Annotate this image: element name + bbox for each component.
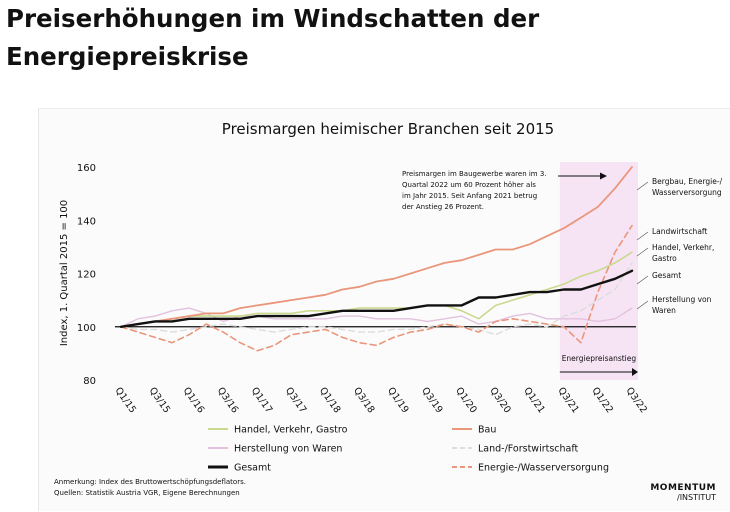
x-tick-label: Q1/20 bbox=[453, 385, 479, 415]
series-line-Bau bbox=[120, 166, 633, 328]
legend-label: Bau bbox=[478, 425, 496, 436]
series-line-Land-/Forstwirtschaft bbox=[120, 262, 633, 336]
x-tick-label: Q1/19 bbox=[385, 385, 411, 415]
legend-label: Energie-/Wasserversorgung bbox=[478, 463, 609, 474]
y-tick-label: 140 bbox=[77, 216, 96, 227]
y-tick-label: 100 bbox=[77, 323, 96, 334]
headline: Preiserhöhungen im Windschatten der Ener… bbox=[6, 0, 706, 76]
x-tick-label: Q3/18 bbox=[351, 385, 377, 415]
end-label-leader bbox=[636, 181, 649, 191]
end-label-leader bbox=[636, 300, 649, 310]
annotation-line: Quartal 2022 um 60 Prozent höher als bbox=[402, 181, 536, 189]
x-tick-label: Q1/18 bbox=[317, 385, 343, 415]
footnote: Quellen: Statistik Austria VGR, Eigene B… bbox=[54, 489, 240, 497]
annotation-line: der Anstieg 26 Prozent. bbox=[402, 203, 484, 211]
footnote: Anmerkung: Index des Bruttowertschöpfung… bbox=[54, 478, 246, 486]
series-line-Handel, Verkehr, Gastro bbox=[120, 251, 633, 328]
annotation-arrowhead bbox=[600, 172, 607, 180]
end-label: Bergbau, Energie-/ bbox=[652, 177, 723, 186]
y-tick-label: 120 bbox=[77, 270, 96, 281]
end-label: Waren bbox=[652, 306, 676, 315]
headline-line-2: Energiepreiskrise bbox=[6, 42, 249, 71]
legend-label: Herstellung von Waren bbox=[234, 444, 342, 455]
shaded-region-arrowhead bbox=[632, 368, 638, 376]
y-tick-label: 80 bbox=[83, 376, 96, 387]
logo-line-1: MOMENTUM bbox=[650, 483, 716, 493]
end-label: Gastro bbox=[652, 254, 677, 263]
end-label: Handel, Verkehr, bbox=[652, 243, 714, 252]
y-tick-label: 160 bbox=[77, 163, 96, 174]
series-line-Gesamt bbox=[119, 269, 634, 328]
x-tick-label: Q3/22 bbox=[624, 385, 650, 415]
end-label: Landwirtschaft bbox=[652, 227, 707, 236]
x-tick-label: Q3/17 bbox=[283, 385, 309, 415]
end-label-leader bbox=[636, 275, 649, 285]
end-label: Wasserversorgung bbox=[652, 188, 722, 197]
x-tick-label: Q1/22 bbox=[589, 385, 615, 415]
end-label-leader bbox=[636, 247, 649, 257]
x-tick-label: Q3/16 bbox=[215, 385, 241, 415]
headline-line-1: Preiserhöhungen im Windschatten der bbox=[6, 4, 540, 33]
annotation-line: Preismargen im Baugewerbe waren im 3. bbox=[402, 170, 547, 178]
x-tick-label: Q1/16 bbox=[181, 385, 207, 415]
legend-label: Handel, Verkehr, Gastro bbox=[234, 425, 348, 436]
end-label: Gesamt bbox=[652, 271, 681, 280]
x-tick-label: Q3/15 bbox=[147, 385, 173, 415]
x-tick-label: Q3/20 bbox=[487, 385, 513, 415]
chart-title: Preismargen heimischer Branchen seit 201… bbox=[222, 120, 554, 138]
legend-label: Gesamt bbox=[234, 463, 271, 474]
shaded-region-label: Energiepreisanstieg bbox=[562, 354, 637, 363]
x-tick-label: Q1/15 bbox=[113, 385, 139, 415]
x-tick-label: Q3/19 bbox=[419, 385, 445, 415]
legend-label: Land-/Forstwirtschaft bbox=[478, 444, 579, 455]
end-label: Herstellung von bbox=[652, 295, 712, 304]
x-tick-label: Q1/21 bbox=[521, 385, 547, 415]
end-label-leader bbox=[636, 231, 649, 241]
x-tick-label: Q1/17 bbox=[249, 385, 275, 415]
series-line-Energie-/Wasserversorgung bbox=[120, 224, 633, 352]
x-tick-label: Q3/21 bbox=[555, 385, 581, 415]
annotation-line: im Jahr 2015. Seit Anfang 2021 betrug bbox=[402, 192, 537, 200]
y-axis-label: Index, 1. Quartal 2015 = 100 bbox=[59, 200, 70, 346]
logo-line-2: /INSTITUT bbox=[677, 493, 716, 502]
